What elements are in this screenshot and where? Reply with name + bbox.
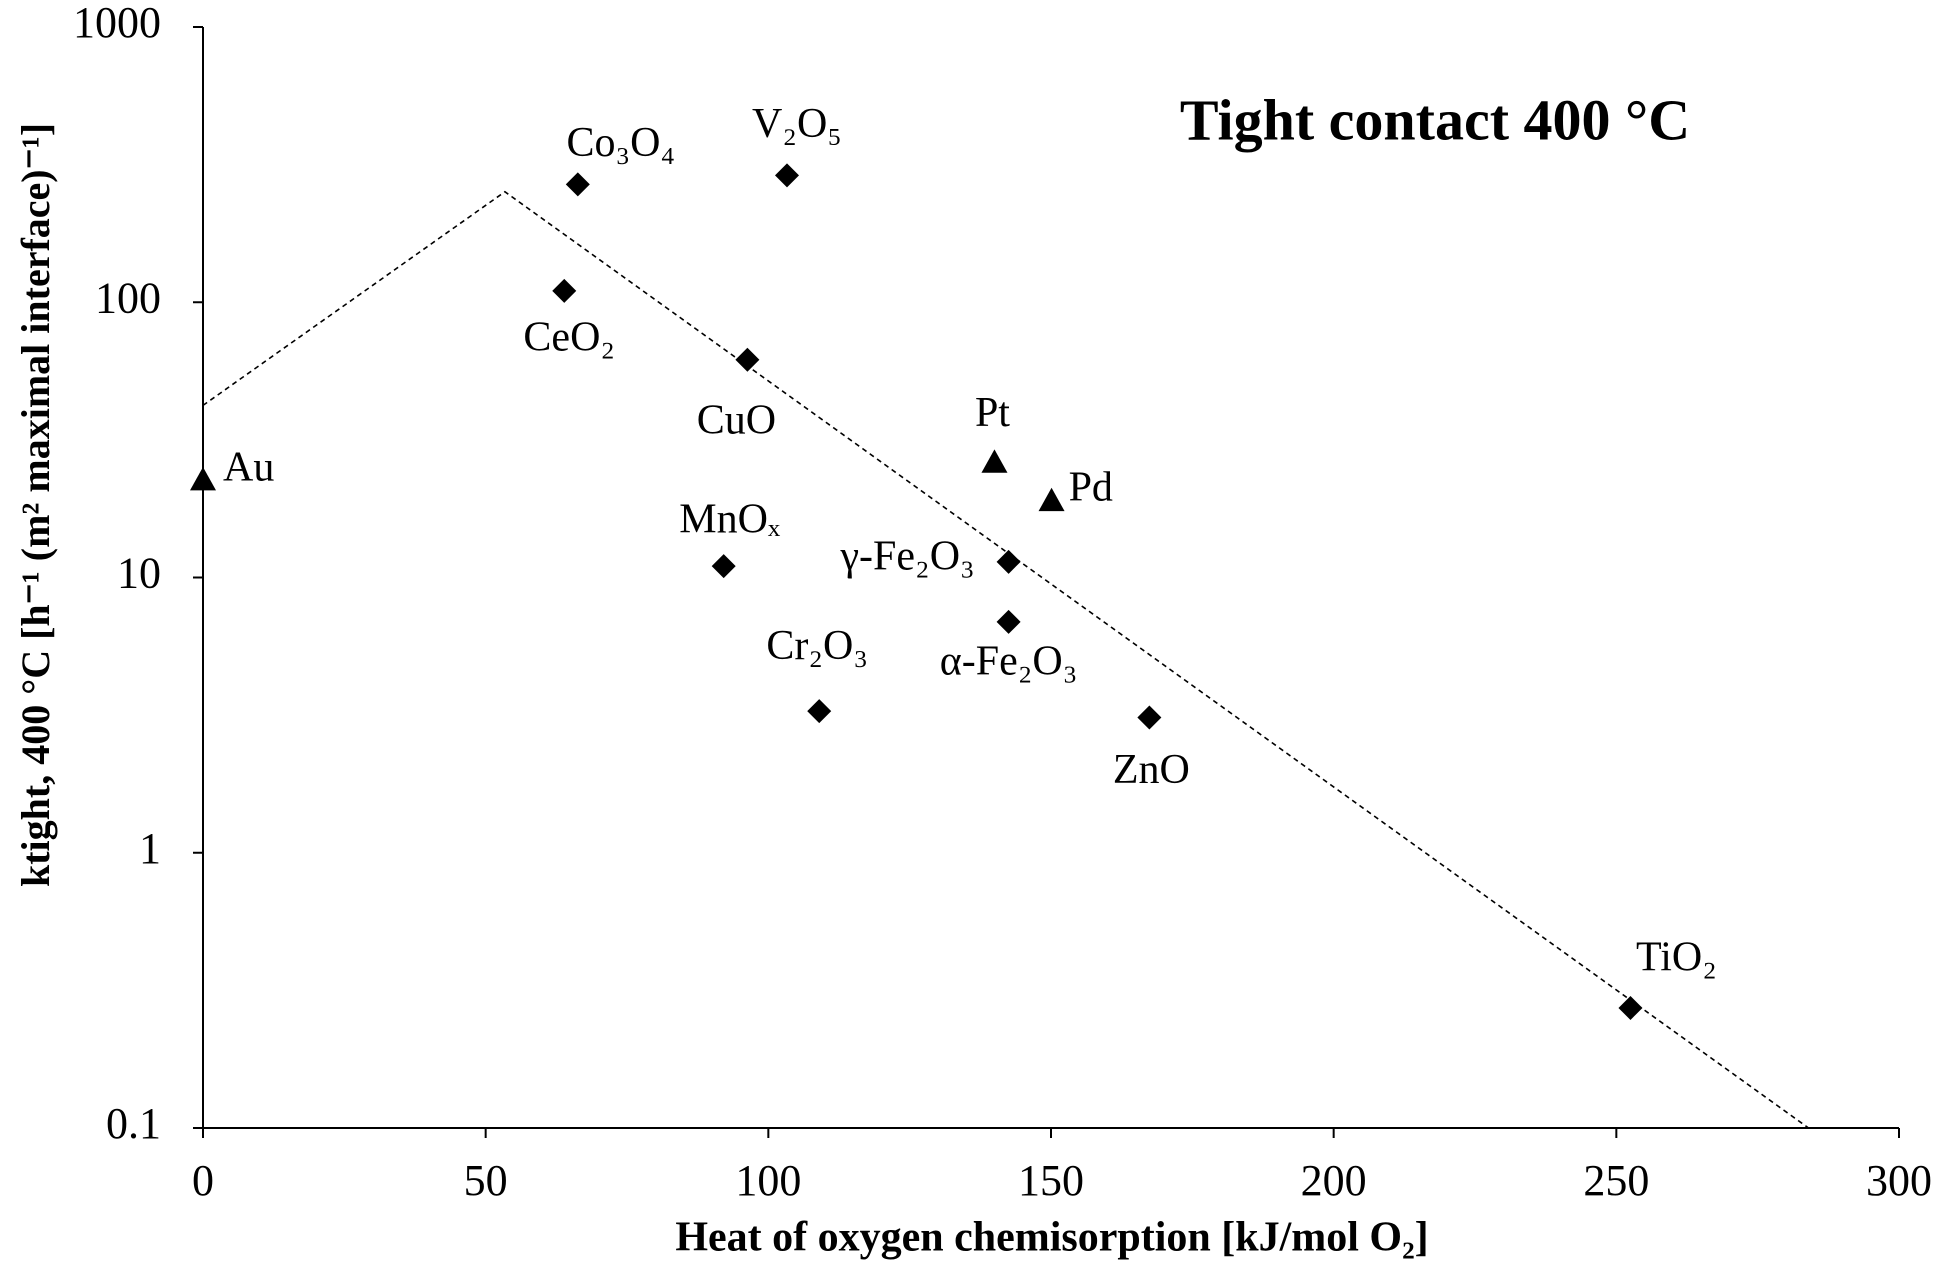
x-tick-label: 50 [464,1156,508,1205]
diamond-marker [552,278,577,303]
point-label: ZnO [1113,747,1190,793]
diamond-marker [996,609,1021,634]
diamond-marker [774,163,799,188]
diamond-marker [565,172,590,197]
point-label: Cr₂O₃ [766,623,868,669]
triangle-marker [190,467,216,491]
triangle-marker [981,449,1008,473]
diamond-marker [807,699,832,724]
x-tick-label: 100 [735,1156,801,1205]
point-label: MnOₓ [679,497,781,543]
y-tick-label: 0.1 [106,1099,161,1148]
y-tick-label: 1000 [73,0,161,47]
chart-title: Tight contact 400 °C [1180,87,1690,152]
point-label: Au [223,445,274,491]
diamond-marker [735,347,760,372]
y-axis-label: ktight, 400 °C [h⁻¹ (m² maximal interfac… [13,123,58,887]
point-label: TiO₂ [1636,935,1717,981]
point-label: V₂O₅ [752,101,842,147]
y-tick-label: 10 [117,549,161,598]
diamond-marker [711,554,736,579]
x-tick-label: 300 [1866,1156,1932,1205]
point-label: Pt [975,390,1010,436]
diamond-marker [996,549,1021,574]
trend-line [202,190,1810,1129]
x-tick-label: 0 [192,1156,214,1205]
point-label: CeO₂ [523,314,615,360]
point-label: CuO [697,397,776,443]
y-tick-label: 100 [95,273,161,322]
x-tick-label: 150 [1018,1156,1084,1205]
x-axis-label: Heat of oxygen chemisorption [kJ/mol O₂] [675,1215,1428,1261]
point-label: Pd [1069,464,1113,510]
x-tick-label: 200 [1301,1156,1367,1205]
x-tick-label: 250 [1583,1156,1649,1205]
diamond-marker [1618,995,1643,1020]
y-tick-label: 1 [139,824,161,873]
diamond-marker [1137,705,1162,730]
point-label: α-Fe₂O₃ [940,638,1078,684]
triangle-marker [1038,487,1065,512]
point-label: γ-Fe₂O₃ [840,533,975,579]
point-label: Co₃O₄ [566,120,675,166]
